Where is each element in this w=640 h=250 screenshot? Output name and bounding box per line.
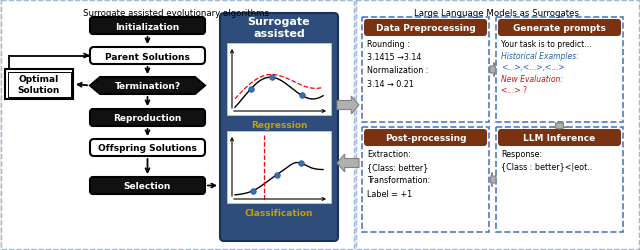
FancyBboxPatch shape <box>364 130 487 146</box>
FancyBboxPatch shape <box>498 130 621 146</box>
Polygon shape <box>490 63 496 77</box>
Text: Offspring Solutions: Offspring Solutions <box>98 144 197 153</box>
FancyBboxPatch shape <box>90 140 205 156</box>
Bar <box>362 18 489 122</box>
Text: Generate prompts: Generate prompts <box>513 24 606 33</box>
Text: Response:
{Class : better}<|eot..: Response: {Class : better}<|eot.. <box>501 150 592 172</box>
Text: Optimal
Solution: Optimal Solution <box>18 75 60 94</box>
Text: Initialization: Initialization <box>115 22 180 31</box>
Text: LLM Inference: LLM Inference <box>524 134 596 142</box>
FancyBboxPatch shape <box>220 14 338 241</box>
Text: Parent Solutions: Parent Solutions <box>105 52 190 61</box>
Bar <box>496 18 623 122</box>
Text: Your task is to predict...: Your task is to predict... <box>501 40 591 49</box>
Text: Post-processing: Post-processing <box>385 134 467 142</box>
Bar <box>356 1 639 249</box>
Text: Historical Examples:: Historical Examples: <box>501 52 579 61</box>
Bar <box>496 128 623 232</box>
Text: <...>,<...>,<...>: <...>,<...>,<...> <box>501 63 564 72</box>
Text: <...> ?: <...> ? <box>501 86 527 94</box>
Text: Rounding :
3.1415 →3.14
Normalization :
3.14 → 0.21: Rounding : 3.1415 →3.14 Normalization : … <box>367 40 428 88</box>
Bar <box>362 128 489 232</box>
Polygon shape <box>337 96 359 114</box>
Bar <box>5 70 73 100</box>
Text: Surrogate assisted evolutionary algorithms: Surrogate assisted evolutionary algorith… <box>83 9 269 18</box>
Bar <box>1 1 354 249</box>
Text: Extraction:
{Class: better}
Transformation:
Label = +1: Extraction: {Class: better} Transformati… <box>367 150 430 198</box>
Text: Reproduction: Reproduction <box>113 114 182 123</box>
FancyBboxPatch shape <box>90 177 205 194</box>
Polygon shape <box>552 124 568 130</box>
Bar <box>8 72 70 97</box>
FancyBboxPatch shape <box>364 20 487 37</box>
Text: Classification: Classification <box>244 208 313 217</box>
Polygon shape <box>337 154 359 172</box>
Bar <box>227 132 331 203</box>
Text: New Evaluation:: New Evaluation: <box>501 75 563 84</box>
Text: Surrogate
assisted: Surrogate assisted <box>248 17 310 39</box>
FancyBboxPatch shape <box>498 20 621 37</box>
Bar <box>227 44 331 116</box>
Polygon shape <box>490 173 496 187</box>
FancyBboxPatch shape <box>90 110 205 126</box>
FancyBboxPatch shape <box>90 48 205 65</box>
Polygon shape <box>90 78 205 94</box>
Text: Termination?: Termination? <box>115 82 180 91</box>
FancyBboxPatch shape <box>90 18 205 35</box>
Text: Data Preprocessing: Data Preprocessing <box>376 24 476 33</box>
Text: Regression: Regression <box>251 120 307 130</box>
Text: Large Language Models as Surrogates: Large Language Models as Surrogates <box>415 9 579 18</box>
Text: Selection: Selection <box>124 182 171 191</box>
